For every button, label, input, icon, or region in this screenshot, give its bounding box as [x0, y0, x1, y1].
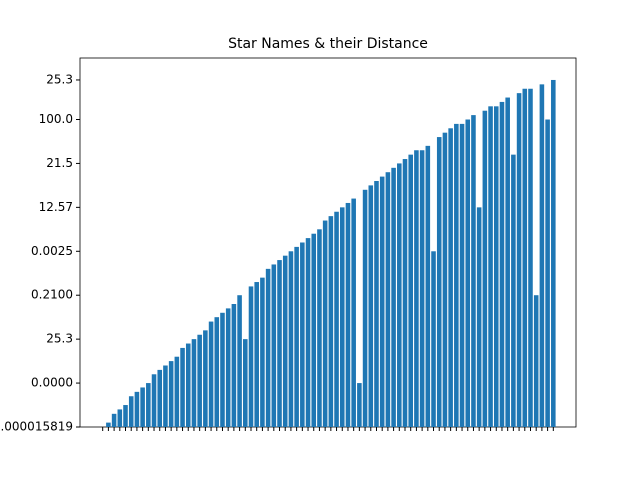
bar	[248, 286, 254, 427]
bar	[305, 238, 311, 427]
bar	[168, 361, 174, 427]
bar	[260, 277, 265, 427]
bar	[328, 216, 334, 427]
bar	[265, 268, 271, 427]
bar	[294, 246, 299, 427]
bar	[454, 123, 459, 428]
bar	[482, 110, 488, 427]
bar	[185, 343, 191, 427]
bar	[368, 185, 374, 427]
bar	[134, 391, 140, 427]
bar	[431, 251, 436, 427]
y-tick-label: 0.000015819	[0, 420, 73, 434]
bar	[488, 106, 493, 428]
bar	[522, 88, 528, 427]
y-tick-label: 0.0000	[31, 376, 73, 390]
y-tick-label: 21.5	[46, 156, 73, 170]
bar	[528, 88, 533, 427]
bar	[471, 115, 476, 427]
bar	[499, 101, 505, 427]
bar	[243, 339, 248, 427]
y-tick-label: 100.0	[39, 112, 73, 126]
bar	[317, 229, 322, 427]
bar	[408, 154, 413, 427]
bar	[442, 132, 448, 427]
bar	[111, 413, 117, 427]
bar	[419, 150, 425, 427]
bar	[385, 172, 391, 427]
y-tick-label: 25.3	[46, 332, 73, 346]
bar	[117, 409, 123, 427]
bar	[436, 137, 442, 428]
bar	[414, 150, 419, 427]
bar	[545, 119, 550, 427]
bar	[533, 295, 539, 427]
bar	[357, 383, 362, 427]
bar	[225, 308, 231, 427]
bar	[277, 260, 282, 427]
bar	[174, 356, 180, 427]
bar	[493, 106, 499, 428]
bar	[220, 312, 225, 427]
bar	[128, 396, 134, 427]
bar	[237, 295, 242, 427]
chart-title: Star Names & their Distance	[228, 36, 428, 52]
y-tick-label: 12.57	[39, 200, 73, 214]
bar	[448, 128, 453, 428]
bar	[391, 167, 396, 428]
bar	[157, 369, 163, 427]
bar	[379, 176, 385, 427]
bar	[334, 211, 339, 427]
bar	[362, 189, 368, 427]
bar	[476, 207, 482, 427]
bar	[425, 145, 431, 427]
bar	[163, 365, 168, 427]
bar	[288, 251, 294, 427]
bar	[397, 163, 402, 427]
bar	[231, 304, 237, 427]
bar	[282, 255, 288, 427]
bar	[539, 84, 545, 427]
bar	[551, 79, 556, 427]
bar	[300, 242, 305, 427]
bar	[516, 93, 522, 428]
bar	[151, 374, 157, 427]
bar	[374, 181, 379, 427]
bar	[208, 321, 214, 427]
bar	[197, 334, 202, 427]
bar	[214, 317, 220, 427]
bar	[505, 97, 510, 428]
bar	[351, 198, 356, 427]
y-tick-label: 0.0025	[31, 244, 73, 258]
bar	[459, 123, 465, 428]
bar	[146, 383, 151, 427]
bar	[203, 330, 208, 427]
bar	[402, 159, 408, 428]
bar	[106, 422, 111, 427]
plot-frame	[79, 57, 577, 428]
bar	[254, 282, 259, 427]
bar	[271, 264, 277, 427]
bar	[123, 405, 128, 427]
bar	[180, 347, 185, 427]
bar	[322, 220, 328, 427]
bar	[345, 202, 351, 427]
bar	[191, 339, 197, 427]
bar	[465, 119, 471, 427]
bar	[311, 233, 317, 427]
y-tick-label: 25.3	[46, 72, 73, 86]
bar	[339, 207, 345, 427]
bar	[511, 154, 516, 427]
bar	[140, 387, 145, 427]
y-tick-label: 0.2100	[31, 288, 73, 302]
